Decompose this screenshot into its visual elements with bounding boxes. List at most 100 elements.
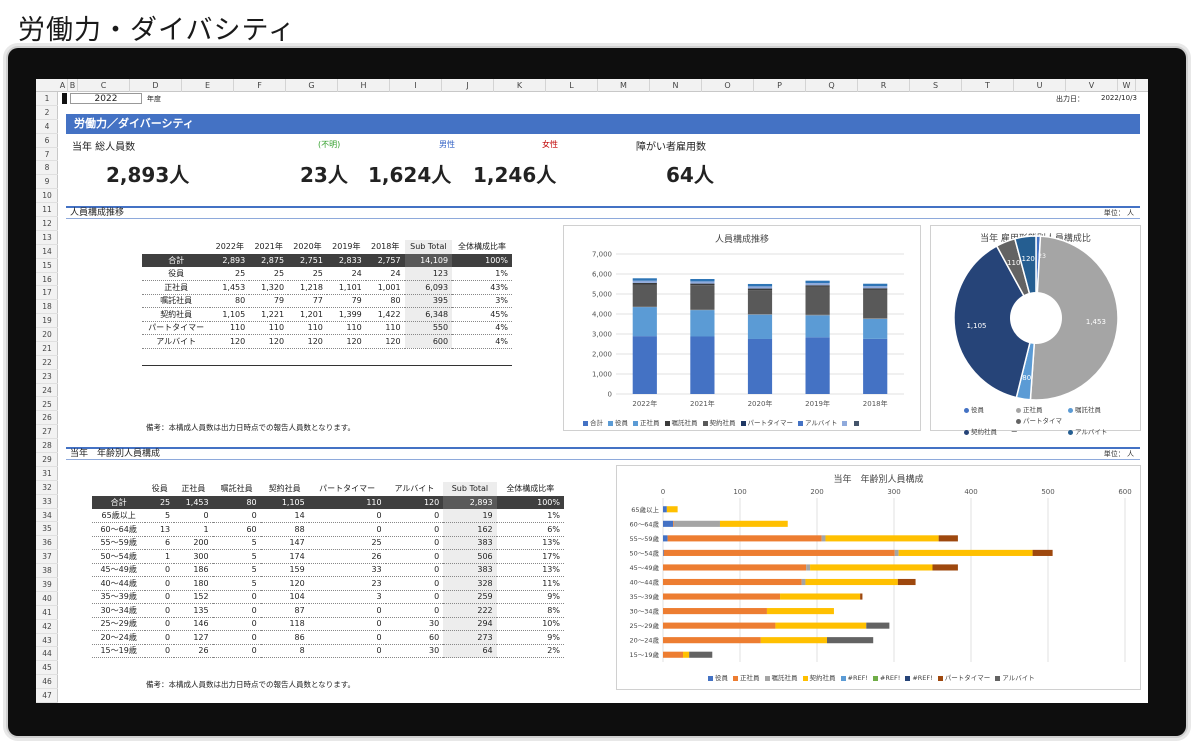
row-header-43[interactable]: 43 (36, 634, 58, 648)
column-header-E[interactable]: E (182, 79, 234, 92)
age-composition-chart[interactable]: 当年 年齢別人員構成 0 100 200 300 400 500 600 65歳以上 60～64… (616, 465, 1141, 690)
row-header-44[interactable]: 44 (36, 647, 58, 662)
column-header-F[interactable]: F (234, 79, 286, 92)
column-header-H[interactable]: H (338, 79, 390, 92)
column-header-G[interactable]: G (286, 79, 338, 92)
row-header-20[interactable]: 20 (36, 328, 58, 342)
row-header-2[interactable]: 2 (36, 106, 58, 120)
column-header-Q[interactable]: Q (806, 79, 858, 92)
row-header-4[interactable]: 4 (36, 120, 58, 134)
row-header-47[interactable]: 47 (36, 689, 58, 703)
column-header-U[interactable]: U (1014, 79, 1066, 92)
row-header-33[interactable]: 33 (36, 495, 58, 509)
row-header-17[interactable]: 17 (36, 286, 58, 301)
row-header-23[interactable]: 23 (36, 370, 58, 384)
chart3-bar-segment (663, 578, 802, 586)
row-header-22[interactable]: 22 (36, 356, 58, 370)
row-header-31[interactable]: 31 (36, 467, 58, 481)
chart1-legend-swatch (633, 420, 638, 426)
row-header-12[interactable]: 12 (36, 217, 58, 231)
pie-extra-label: 3 (1042, 253, 1046, 260)
row-header-27[interactable]: 27 (36, 425, 58, 440)
row-header-24[interactable]: 24 (36, 384, 58, 398)
row-header-13[interactable]: 13 (36, 231, 58, 245)
row-header-45[interactable]: 45 (36, 661, 58, 676)
chart3-legend-swatch (733, 675, 738, 681)
column-header-D[interactable]: D (130, 79, 182, 92)
chart3-y-tick-label: 50～54歳 (629, 548, 659, 557)
column-header-N[interactable]: N (650, 79, 702, 92)
row-header-38[interactable]: 38 (36, 564, 58, 578)
chart1-bar-segment (690, 281, 715, 284)
row-header-15[interactable]: 15 (36, 259, 58, 273)
age-table-cell: 294 (443, 617, 497, 631)
row-header-29[interactable]: 29 (36, 453, 58, 467)
column-header-J[interactable]: J (442, 79, 494, 92)
chart1-bar-segment (747, 314, 773, 339)
chart3-x-tick-label: 200 (810, 488, 823, 496)
row-header-16[interactable]: 16 (36, 273, 58, 287)
age-table-cell: 5 (212, 549, 261, 564)
staffing-trend-chart[interactable]: 人員構成推移 0 1,000 2,000 3,000 4,000 5,000 6,000 7,… (563, 225, 921, 431)
row-header-7[interactable]: 7 (36, 148, 58, 162)
column-header-M[interactable]: M (598, 79, 650, 92)
column-header-C[interactable]: C (78, 79, 130, 92)
row-header-35[interactable]: 35 (36, 522, 58, 537)
age-table-header-cell: 正社員 (181, 484, 206, 494)
age-table-cell: 64 (443, 644, 497, 658)
age-table-cell: 0 (385, 549, 444, 564)
row-header-6[interactable]: 6 (36, 134, 58, 148)
row-header-41[interactable]: 41 (36, 606, 58, 620)
column-header-A[interactable]: A (58, 79, 68, 92)
row-header-1[interactable]: 1 (36, 92, 58, 106)
column-header-K[interactable]: K (494, 79, 546, 92)
chart1-bar-segment (690, 336, 715, 394)
column-header-V[interactable]: V (1066, 79, 1118, 92)
age-composition-legend: 役員 正社員 嘱託社員 契約社員 #REF! #REF! #REF! パートタイマー アルバイト (703, 672, 1035, 682)
column-header-S[interactable]: S (910, 79, 962, 92)
row-header-11[interactable]: 11 (36, 203, 58, 217)
row-header-18[interactable]: 18 (36, 300, 58, 315)
row-header-10[interactable]: 10 (36, 189, 58, 204)
row-header-42[interactable]: 42 (36, 620, 58, 634)
trend-table-total-cell: 2,833 (326, 253, 366, 267)
row-header-9[interactable]: 9 (36, 175, 58, 190)
row-header-32[interactable]: 32 (36, 481, 58, 495)
chart3-bar-segment (780, 593, 861, 600)
row-header-14[interactable]: 14 (36, 245, 58, 259)
column-header-L[interactable]: L (546, 79, 598, 92)
chart3-legend-label: #REF! (879, 674, 901, 682)
chart3-bar-segment (673, 520, 720, 527)
staffing-trend-table: 2022年 2021年 2020年 2019年 2018年 Sub Total 全体構成比率… (142, 240, 512, 349)
row-header-46[interactable]: 46 (36, 675, 58, 690)
row-header-37[interactable]: 37 (36, 550, 58, 565)
row-header-39[interactable]: 39 (36, 578, 58, 592)
column-header-T[interactable]: T (962, 79, 1014, 92)
column-header-B[interactable]: B (68, 79, 78, 92)
row-header-28[interactable]: 28 (36, 439, 58, 454)
row-header-34[interactable]: 34 (36, 509, 58, 523)
year-cell[interactable]: 2022 (70, 93, 142, 104)
column-header-R[interactable]: R (858, 79, 910, 92)
row-header-36[interactable]: 36 (36, 536, 58, 551)
chart3-bar-segment (673, 520, 674, 527)
row-header-40[interactable]: 40 (36, 592, 58, 606)
row-header-21[interactable]: 21 (36, 342, 58, 356)
age-table-cell: 0 (212, 630, 261, 645)
age-table-row: 30～34歳 0 135 0 87 0 0 222 8% (92, 603, 564, 618)
row-header-26[interactable]: 26 (36, 411, 58, 426)
row-header-bar[interactable]: 1 2 4 6 7 8 9 10 11 12 13 14 15 16 17 18 19 20 21 22 23 24 25 2… (36, 92, 58, 703)
chart1-bar-segment (632, 307, 657, 337)
column-header-I[interactable]: I (390, 79, 442, 92)
column-header-O[interactable]: O (702, 79, 754, 92)
row-header-19[interactable]: 19 (36, 314, 58, 329)
row-header-8[interactable]: 8 (36, 161, 58, 176)
column-header-W[interactable]: W (1118, 79, 1136, 92)
trend-table-total-cell: 14,109 (404, 253, 453, 267)
column-header-P[interactable]: P (754, 79, 806, 92)
row-header-25[interactable]: 25 (36, 398, 58, 412)
age-table-cell: 17% (496, 549, 564, 564)
